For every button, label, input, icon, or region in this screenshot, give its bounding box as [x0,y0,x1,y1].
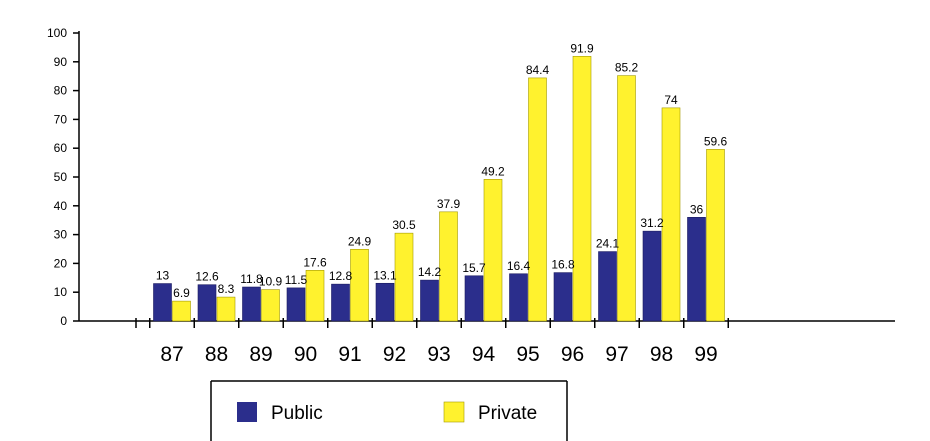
data-label-private-94: 49.2 [481,164,505,178]
x-tick-label: 90 [294,343,317,366]
data-label-private-93: 37.9 [437,197,461,211]
bar-private-95 [528,77,547,322]
data-label-public-89: 11.8 [240,272,263,286]
x-tick-label: 94 [472,343,496,366]
y-tick-label: 60 [54,141,68,155]
data-label-private-91: 24.9 [348,234,372,248]
x-tick-label: 97 [605,343,628,366]
bar-private-92 [394,232,414,322]
data-label-public-87: 13 [156,269,170,283]
y-tick-label: 80 [54,84,68,98]
data-label-private-87: 6.9 [173,286,190,300]
data-label-private-97: 85.2 [615,61,639,75]
x-tick-label: 89 [249,343,272,366]
bar-public-98 [642,230,662,322]
bar-public-94 [464,275,484,322]
data-label-public-91: 12.8 [329,269,353,283]
bar-private-94 [483,179,503,322]
bar-public-87 [153,283,172,322]
data-label-private-90: 17.6 [303,255,327,269]
legend-label-private: Private [478,403,537,424]
bar-public-95 [509,273,528,322]
data-label-private-98: 74 [664,93,678,107]
x-tick-label: 87 [160,343,183,366]
bar-public-90 [286,287,306,322]
bar-private-93 [439,211,458,322]
bar-private-96 [572,56,592,322]
y-tick-label: 50 [54,170,68,184]
data-label-public-90: 11.5 [285,273,308,287]
data-label-public-95: 16.4 [507,259,531,273]
bar-private-89 [261,289,280,322]
bar-public-92 [375,282,395,322]
data-label-public-99: 36 [690,202,704,216]
data-label-public-94: 15.7 [462,261,486,275]
legend-swatch-public [237,402,257,422]
chart-legend: Public Private [210,380,568,441]
x-tick-label: 99 [694,343,717,366]
bar-private-87 [172,300,191,322]
bar-private-99 [706,149,725,322]
bar-public-89 [242,286,261,322]
data-label-private-89: 10.9 [259,275,283,289]
bar-public-96 [553,272,573,322]
data-label-private-99: 59.6 [704,134,728,148]
y-tick-label: 40 [54,199,68,213]
x-tick-label: 92 [383,343,406,366]
x-tick-label: 98 [650,343,673,366]
bar-public-93 [420,279,439,322]
data-label-public-98: 31.2 [640,216,664,230]
data-label-private-96: 91.9 [570,41,594,55]
y-tick-label: 0 [60,314,67,328]
data-label-public-92: 13.1 [373,268,397,282]
legend-label-public: Public [271,403,323,424]
y-tick-label: 90 [54,55,68,69]
data-label-public-88: 12.6 [195,270,219,284]
data-label-private-92: 30.5 [392,218,416,232]
data-label-public-97: 24.1 [596,237,620,251]
legend-swatch-private [443,401,465,423]
chart-labels: 136.9 12.68.3 11.810.9 11.5 17.612.8 24.9 13.1… [156,41,728,300]
y-tick-label: 10 [54,285,68,299]
bar-private-90 [305,270,325,322]
x-tick-label: 95 [516,343,539,366]
y-tick-label: 20 [54,256,68,270]
data-label-public-93: 14.2 [418,265,442,279]
bar-private-91 [350,248,369,322]
y-tick-label: 30 [54,228,68,242]
x-tick-label: 88 [205,343,228,366]
bar-public-97 [598,251,617,322]
y-tick-label: 100 [47,26,67,40]
bar-private-97 [617,75,636,322]
data-label-public-96: 16.8 [551,258,575,272]
data-label-private-88: 8.3 [218,282,235,296]
chart-bars [153,56,725,322]
x-tick-label: 96 [561,343,584,366]
bar-public-91 [331,283,350,322]
bar-private-88 [216,296,236,322]
data-label-private-95: 84.4 [526,63,550,77]
bar-public-88 [197,284,217,322]
x-tick-label: 91 [338,343,361,366]
bar-private-98 [661,107,681,322]
y-tick-label: 70 [54,112,68,126]
x-tick-label: 93 [427,343,450,366]
bar-public-99 [687,217,706,322]
